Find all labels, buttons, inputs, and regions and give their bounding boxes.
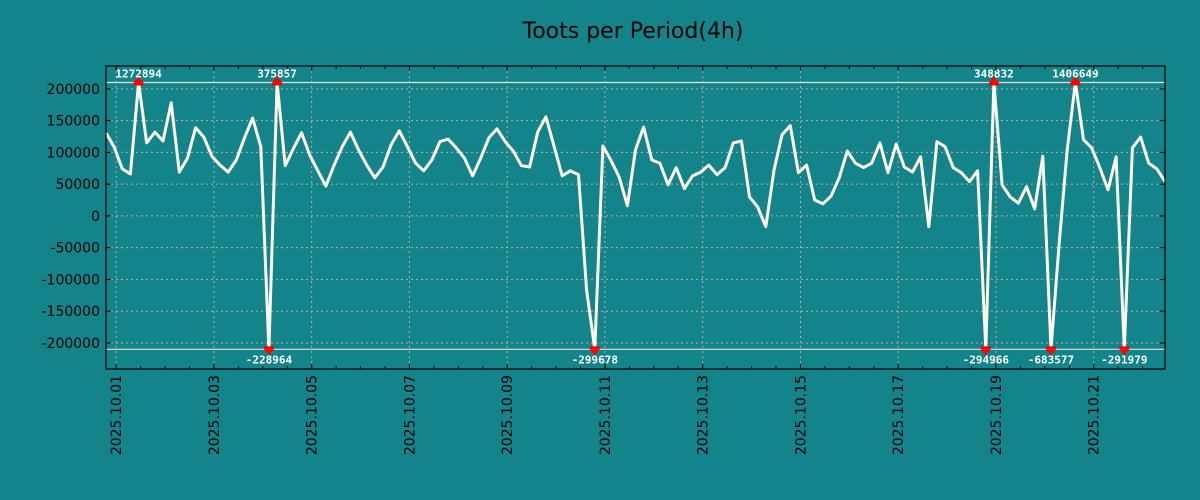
- max-marker: [272, 76, 283, 83]
- x-tick-label: 2025.10.21: [1087, 375, 1103, 455]
- plot-frame: [105, 65, 1166, 370]
- x-tick-label: 2025.10.01: [109, 375, 125, 455]
- max-marker: [1070, 76, 1081, 83]
- min-annotation: -291979: [1101, 353, 1147, 366]
- series-line: [104, 81, 1167, 351]
- min-marker: [263, 349, 274, 356]
- max-marker-bar: [133, 82, 144, 86]
- max-annotation: 375857: [257, 68, 297, 81]
- max-marker-bar: [988, 82, 999, 86]
- max-marker: [133, 76, 144, 83]
- y-tick-label: 150000: [47, 114, 100, 130]
- x-tick-label: 2025.10.09: [500, 375, 516, 455]
- min-marker: [589, 349, 600, 356]
- x-tick-label: 2025.10.11: [598, 375, 614, 455]
- x-tick-label: 2025.10.07: [402, 375, 418, 455]
- max-marker-bar: [1070, 82, 1081, 86]
- min-marker-bar: [980, 346, 991, 350]
- max-marker-bar: [272, 82, 283, 86]
- x-tick-label: 2025.10.03: [207, 375, 223, 455]
- x-tick-label: 2025.10.15: [793, 375, 809, 455]
- max-annotation: 1272894: [115, 68, 162, 81]
- y-tick-label: -50000: [50, 241, 100, 257]
- y-tick-label: 50000: [55, 177, 100, 193]
- x-tick-label: 2025.10.05: [305, 375, 321, 455]
- max-annotation: 348832: [974, 68, 1014, 81]
- max-annotation: 1406649: [1052, 68, 1098, 81]
- min-marker: [1119, 349, 1130, 356]
- min-marker-bar: [263, 346, 274, 350]
- y-tick-label: 0: [91, 209, 100, 225]
- min-marker-bar: [1119, 346, 1130, 350]
- annotation-group: 1272894 375857 -228964 -299678 348832 1406649…: [115, 68, 1147, 367]
- axes: -200000 -150000 -100000 -50000 0 50000 100000 1…: [42, 66, 1165, 455]
- series-line-group: [104, 81, 1167, 351]
- y-tick-label: 100000: [47, 145, 100, 161]
- min-annotation: -294966: [963, 353, 1010, 366]
- chart-title: Toots per Period(4h): [522, 19, 744, 44]
- x-tick-label: 2025.10.13: [696, 375, 712, 455]
- max-marker: [988, 76, 999, 83]
- min-marker: [1045, 349, 1056, 356]
- y-tick-label: -200000: [42, 336, 101, 352]
- y-tick-label: 200000: [47, 82, 100, 98]
- min-annotation: -228964: [246, 353, 293, 366]
- y-tick-label: -150000: [42, 304, 101, 320]
- y-tick-label: -100000: [42, 272, 101, 288]
- min-marker-bar: [589, 346, 600, 350]
- min-marker: [980, 349, 991, 356]
- x-tick-label: 2025.10.17: [891, 375, 907, 455]
- min-annotation: -683577: [1028, 353, 1074, 366]
- min-marker-bar: [1045, 346, 1056, 350]
- min-annotation: -299678: [572, 353, 618, 366]
- x-tick-label: 2025.10.19: [989, 375, 1005, 455]
